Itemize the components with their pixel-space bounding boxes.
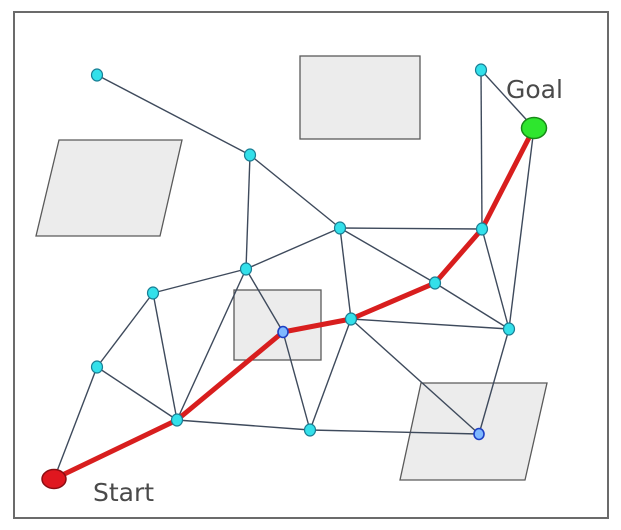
start-label: Start	[93, 478, 154, 507]
edge	[245, 268, 284, 333]
node	[243, 148, 257, 162]
start-node	[41, 468, 67, 490]
edge	[96, 74, 251, 156]
edge	[434, 282, 510, 330]
edge	[176, 268, 247, 421]
edge	[478, 328, 510, 435]
edge	[508, 127, 535, 330]
obstacle-top-rect	[299, 55, 421, 140]
roadmap-edges	[53, 69, 535, 480]
edge	[309, 429, 480, 435]
node	[90, 68, 104, 82]
node-on-path	[277, 325, 289, 339]
obstacle-left-parallelogram	[35, 139, 183, 237]
node	[344, 312, 358, 326]
edge	[96, 292, 154, 368]
roadmap-nodes	[90, 63, 516, 441]
node	[239, 262, 253, 276]
edge	[249, 154, 341, 229]
edge	[480, 69, 483, 230]
node	[333, 221, 347, 235]
edge	[152, 268, 247, 294]
node	[502, 322, 516, 336]
goal-node	[520, 116, 548, 140]
node	[474, 63, 488, 77]
goal-label: Goal	[506, 75, 563, 104]
edge	[96, 366, 178, 421]
edge	[53, 366, 98, 480]
node	[170, 413, 184, 427]
node	[428, 276, 442, 290]
edge	[176, 419, 311, 431]
node	[475, 222, 489, 236]
edge	[309, 318, 352, 431]
edge	[152, 292, 178, 421]
node-in-obstacle	[473, 427, 485, 441]
node	[303, 423, 317, 437]
edge	[245, 154, 251, 270]
edge	[481, 228, 510, 330]
node	[90, 360, 104, 374]
edge	[350, 318, 510, 330]
obstacle-bottom-right-parallelogram	[399, 382, 548, 481]
edge	[339, 227, 483, 230]
edge	[480, 69, 535, 129]
edge	[339, 227, 436, 284]
edge	[245, 227, 341, 270]
edge	[339, 227, 352, 320]
node	[146, 286, 160, 300]
edge	[282, 331, 311, 431]
edge	[350, 318, 480, 435]
